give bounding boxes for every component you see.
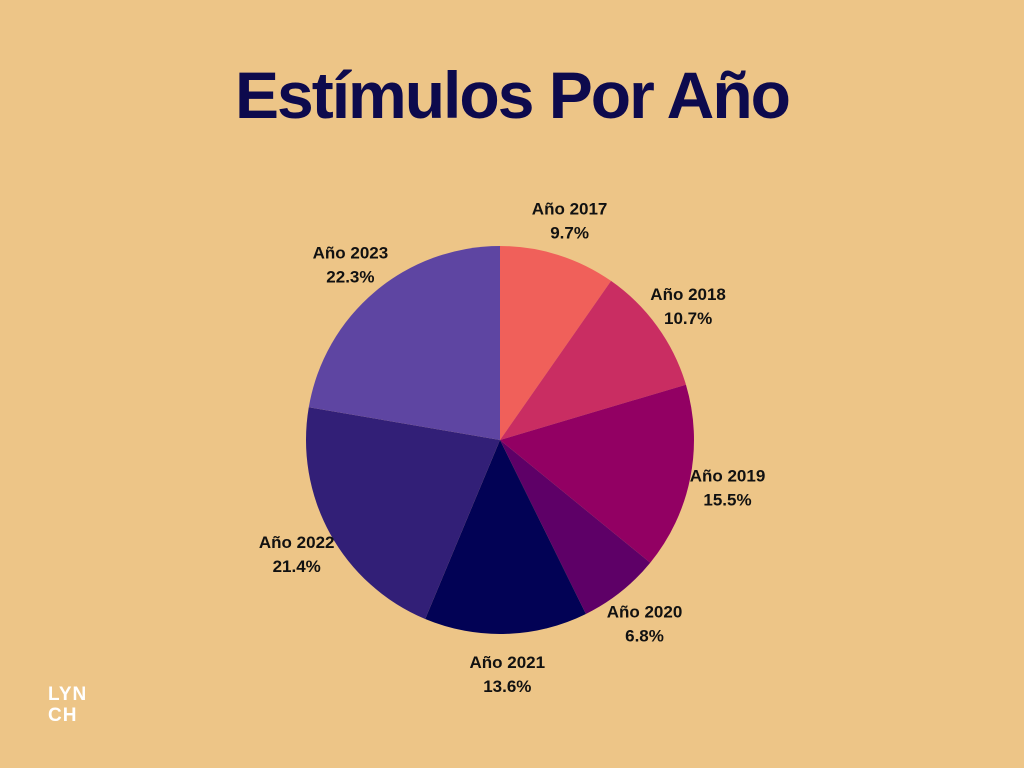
pie-slice-2017 xyxy=(500,246,612,440)
pie-slice-2022 xyxy=(305,407,500,619)
slice-label-year: Año 2022 xyxy=(259,533,335,552)
slice-label-year: Año 2020 xyxy=(607,603,683,622)
slice-label-percent: 9.7% xyxy=(550,224,589,243)
slice-label-percent: 21.4% xyxy=(273,557,321,576)
pie-slice-2023 xyxy=(308,246,500,440)
lynch-logo: LYN CH xyxy=(48,684,87,726)
slice-label-year: Año 2018 xyxy=(650,285,726,304)
slice-label-year: Año 2019 xyxy=(690,467,766,486)
slice-label-2017: Año 2017 9.7% xyxy=(532,200,608,243)
slice-label-percent: 13.6% xyxy=(483,677,531,696)
slice-label-year: Año 2017 xyxy=(532,200,608,219)
pie-slice-2018 xyxy=(500,280,686,440)
logo-line-2: CH xyxy=(48,705,78,726)
slice-label-year: Año 2021 xyxy=(470,653,546,672)
slice-label-2020: Año 2020 6.8% xyxy=(607,603,683,646)
pie-labels: Año 2017 9.7%Año 2018 10.7%Año 2019 15.5%Añ… xyxy=(259,200,765,696)
pie-slice-2019 xyxy=(500,384,694,563)
slice-label-percent: 6.8% xyxy=(625,627,664,646)
slice-label-2019: Año 2019 15.5% xyxy=(690,467,766,510)
logo-line-1: LYN xyxy=(48,684,88,705)
slice-label-percent: 22.3% xyxy=(326,268,374,287)
slice-label-2022: Año 2022 21.4% xyxy=(259,533,335,576)
pie-slices xyxy=(305,246,694,635)
pie-slice-2020 xyxy=(500,440,651,614)
chart-title: Estímulos Por Año xyxy=(235,58,791,132)
slice-label-2023: Año 2023 22.3% xyxy=(313,244,389,287)
slice-label-2018: Año 2018 10.7% xyxy=(650,285,726,328)
slice-label-2021: Año 2021 13.6% xyxy=(470,653,546,696)
slice-label-year: Año 2023 xyxy=(313,244,389,263)
slice-label-percent: 10.7% xyxy=(664,309,712,328)
pie-slice-2021 xyxy=(425,440,586,635)
slice-label-percent: 15.5% xyxy=(703,491,751,510)
